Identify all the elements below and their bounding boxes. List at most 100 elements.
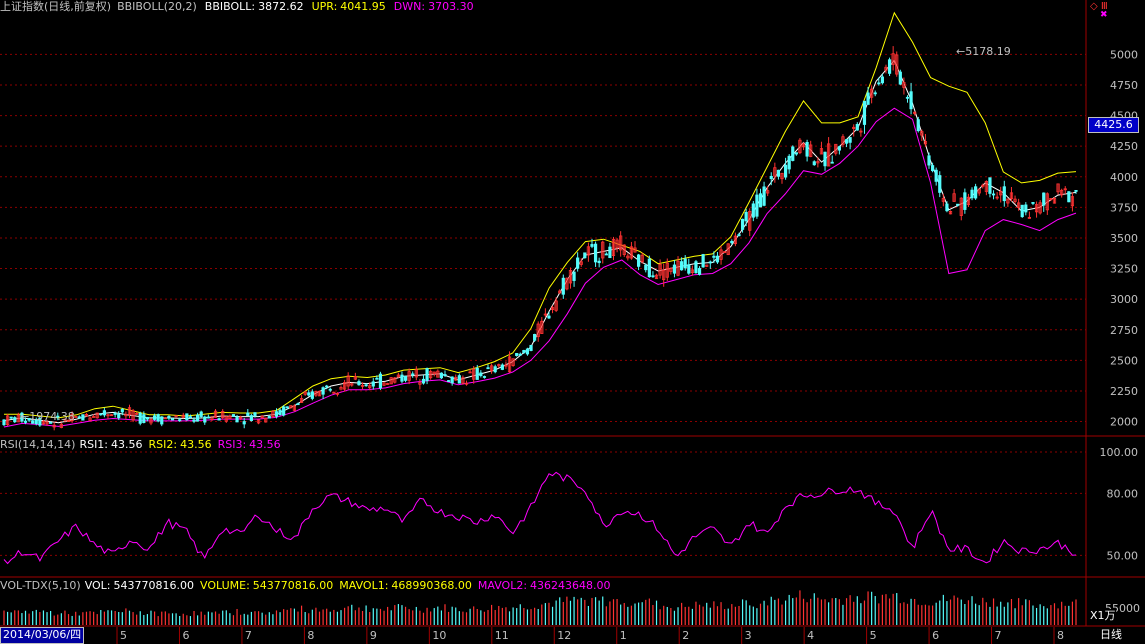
candle-body: [930, 165, 935, 172]
candle-body: [619, 235, 623, 251]
candle-body: [461, 377, 465, 384]
candle-body: [167, 415, 171, 419]
candle-body: [1049, 198, 1053, 200]
candle-body: [999, 191, 1003, 196]
volume-label: VOLUME:: [200, 579, 250, 592]
candle-body: [418, 382, 422, 385]
candle-body: [852, 126, 856, 129]
candle-body: [1063, 188, 1067, 191]
candle-body: [920, 131, 924, 136]
candle-body: [224, 416, 228, 422]
candle-body: [848, 137, 852, 143]
candle-body: [328, 388, 332, 391]
candle-body: [432, 371, 436, 375]
candle-body: [429, 371, 433, 379]
candle-body: [217, 418, 221, 421]
month-tick-label: 7: [245, 629, 252, 642]
candle-body: [690, 269, 694, 274]
candle-body: [34, 419, 38, 425]
candle-body: [1034, 204, 1039, 213]
candle-body: [425, 368, 429, 382]
candle-body: [748, 211, 752, 231]
vol-value: 543770816.00: [113, 579, 194, 592]
high-annotation: ←5178.19: [956, 45, 1011, 59]
candle-body: [454, 376, 458, 381]
candle-body: [371, 381, 375, 387]
rsi-tick-label: 100.00: [1100, 446, 1139, 459]
low-annotation: ←1974.38: [20, 410, 75, 424]
candle-body: [1070, 196, 1075, 207]
candle-body: [109, 414, 114, 417]
candle-body: [346, 375, 350, 387]
candle-body: [102, 410, 106, 416]
candle-body: [382, 382, 386, 386]
candle-body: [805, 142, 809, 157]
candle-body: [303, 391, 307, 395]
candle-body: [956, 203, 960, 206]
candle-body: [916, 119, 920, 132]
period-tab[interactable]: 日线: [1100, 628, 1122, 641]
candle-body: [636, 254, 641, 267]
candle-body: [74, 416, 78, 418]
candle-body: [615, 239, 619, 249]
candle-body: [640, 254, 644, 262]
dwn-label: DWN:: [393, 0, 426, 13]
candle-body: [974, 186, 978, 199]
candle-body: [457, 375, 461, 384]
candle-body: [755, 194, 759, 217]
candle-body: [1002, 186, 1006, 202]
close-x-icon[interactable]: ✖: [1100, 10, 1108, 20]
candle-body: [902, 82, 906, 88]
candle-body: [676, 260, 680, 276]
candle-body: [723, 251, 727, 254]
candle-body: [152, 415, 157, 420]
candle-body: [246, 412, 250, 417]
month-tick-label: 2: [682, 629, 689, 642]
candle-body: [884, 66, 888, 71]
price-tick-label: 3000: [1110, 293, 1138, 306]
price-title: 上证指数(日线,前复权): [0, 0, 112, 13]
candle-body: [81, 414, 85, 421]
candle-body: [271, 411, 275, 417]
date-cursor-tag: 2014/03/06/四: [0, 627, 85, 644]
candle-body: [479, 372, 483, 377]
candle-body: [665, 262, 669, 278]
candle-body: [859, 130, 863, 133]
candle-body: [127, 407, 132, 415]
month-tick-label: 7: [995, 629, 1002, 642]
rsi1-value: 43.56: [111, 438, 143, 451]
low-arrow-icon: ←: [20, 410, 30, 423]
candle-body: [138, 412, 142, 424]
candle-body: [486, 367, 490, 370]
candle-body: [475, 368, 479, 380]
candle-body: [938, 175, 942, 193]
candle-body: [952, 193, 956, 202]
volume-panel: [3, 590, 1077, 625]
candle-body: [41, 420, 46, 425]
candle-body: [927, 155, 931, 166]
candle-body: [5, 415, 10, 426]
candle-body: [697, 268, 702, 275]
candle-body: [540, 320, 544, 334]
candle-body: [798, 139, 802, 154]
candle-body: [411, 373, 415, 376]
rsi2-label: RSI2:: [148, 438, 178, 451]
candle-body: [436, 370, 440, 378]
candle-body: [192, 419, 196, 422]
candle-body: [56, 415, 60, 418]
candle-body: [891, 53, 895, 65]
candle-body: [819, 148, 824, 155]
candle-body: [253, 412, 257, 417]
candle-body: [264, 417, 268, 423]
window-control-icons[interactable]: ◇ Ⅲ: [1090, 1, 1108, 12]
candle-body: [63, 418, 67, 421]
candle-body: [317, 390, 322, 397]
candle-body: [981, 184, 985, 187]
candle-body: [389, 377, 393, 385]
candle-body: [683, 258, 687, 269]
month-tick-label: 6: [932, 629, 939, 642]
candle-body: [647, 258, 651, 278]
candle-body: [608, 246, 612, 259]
candle-body: [543, 313, 547, 316]
